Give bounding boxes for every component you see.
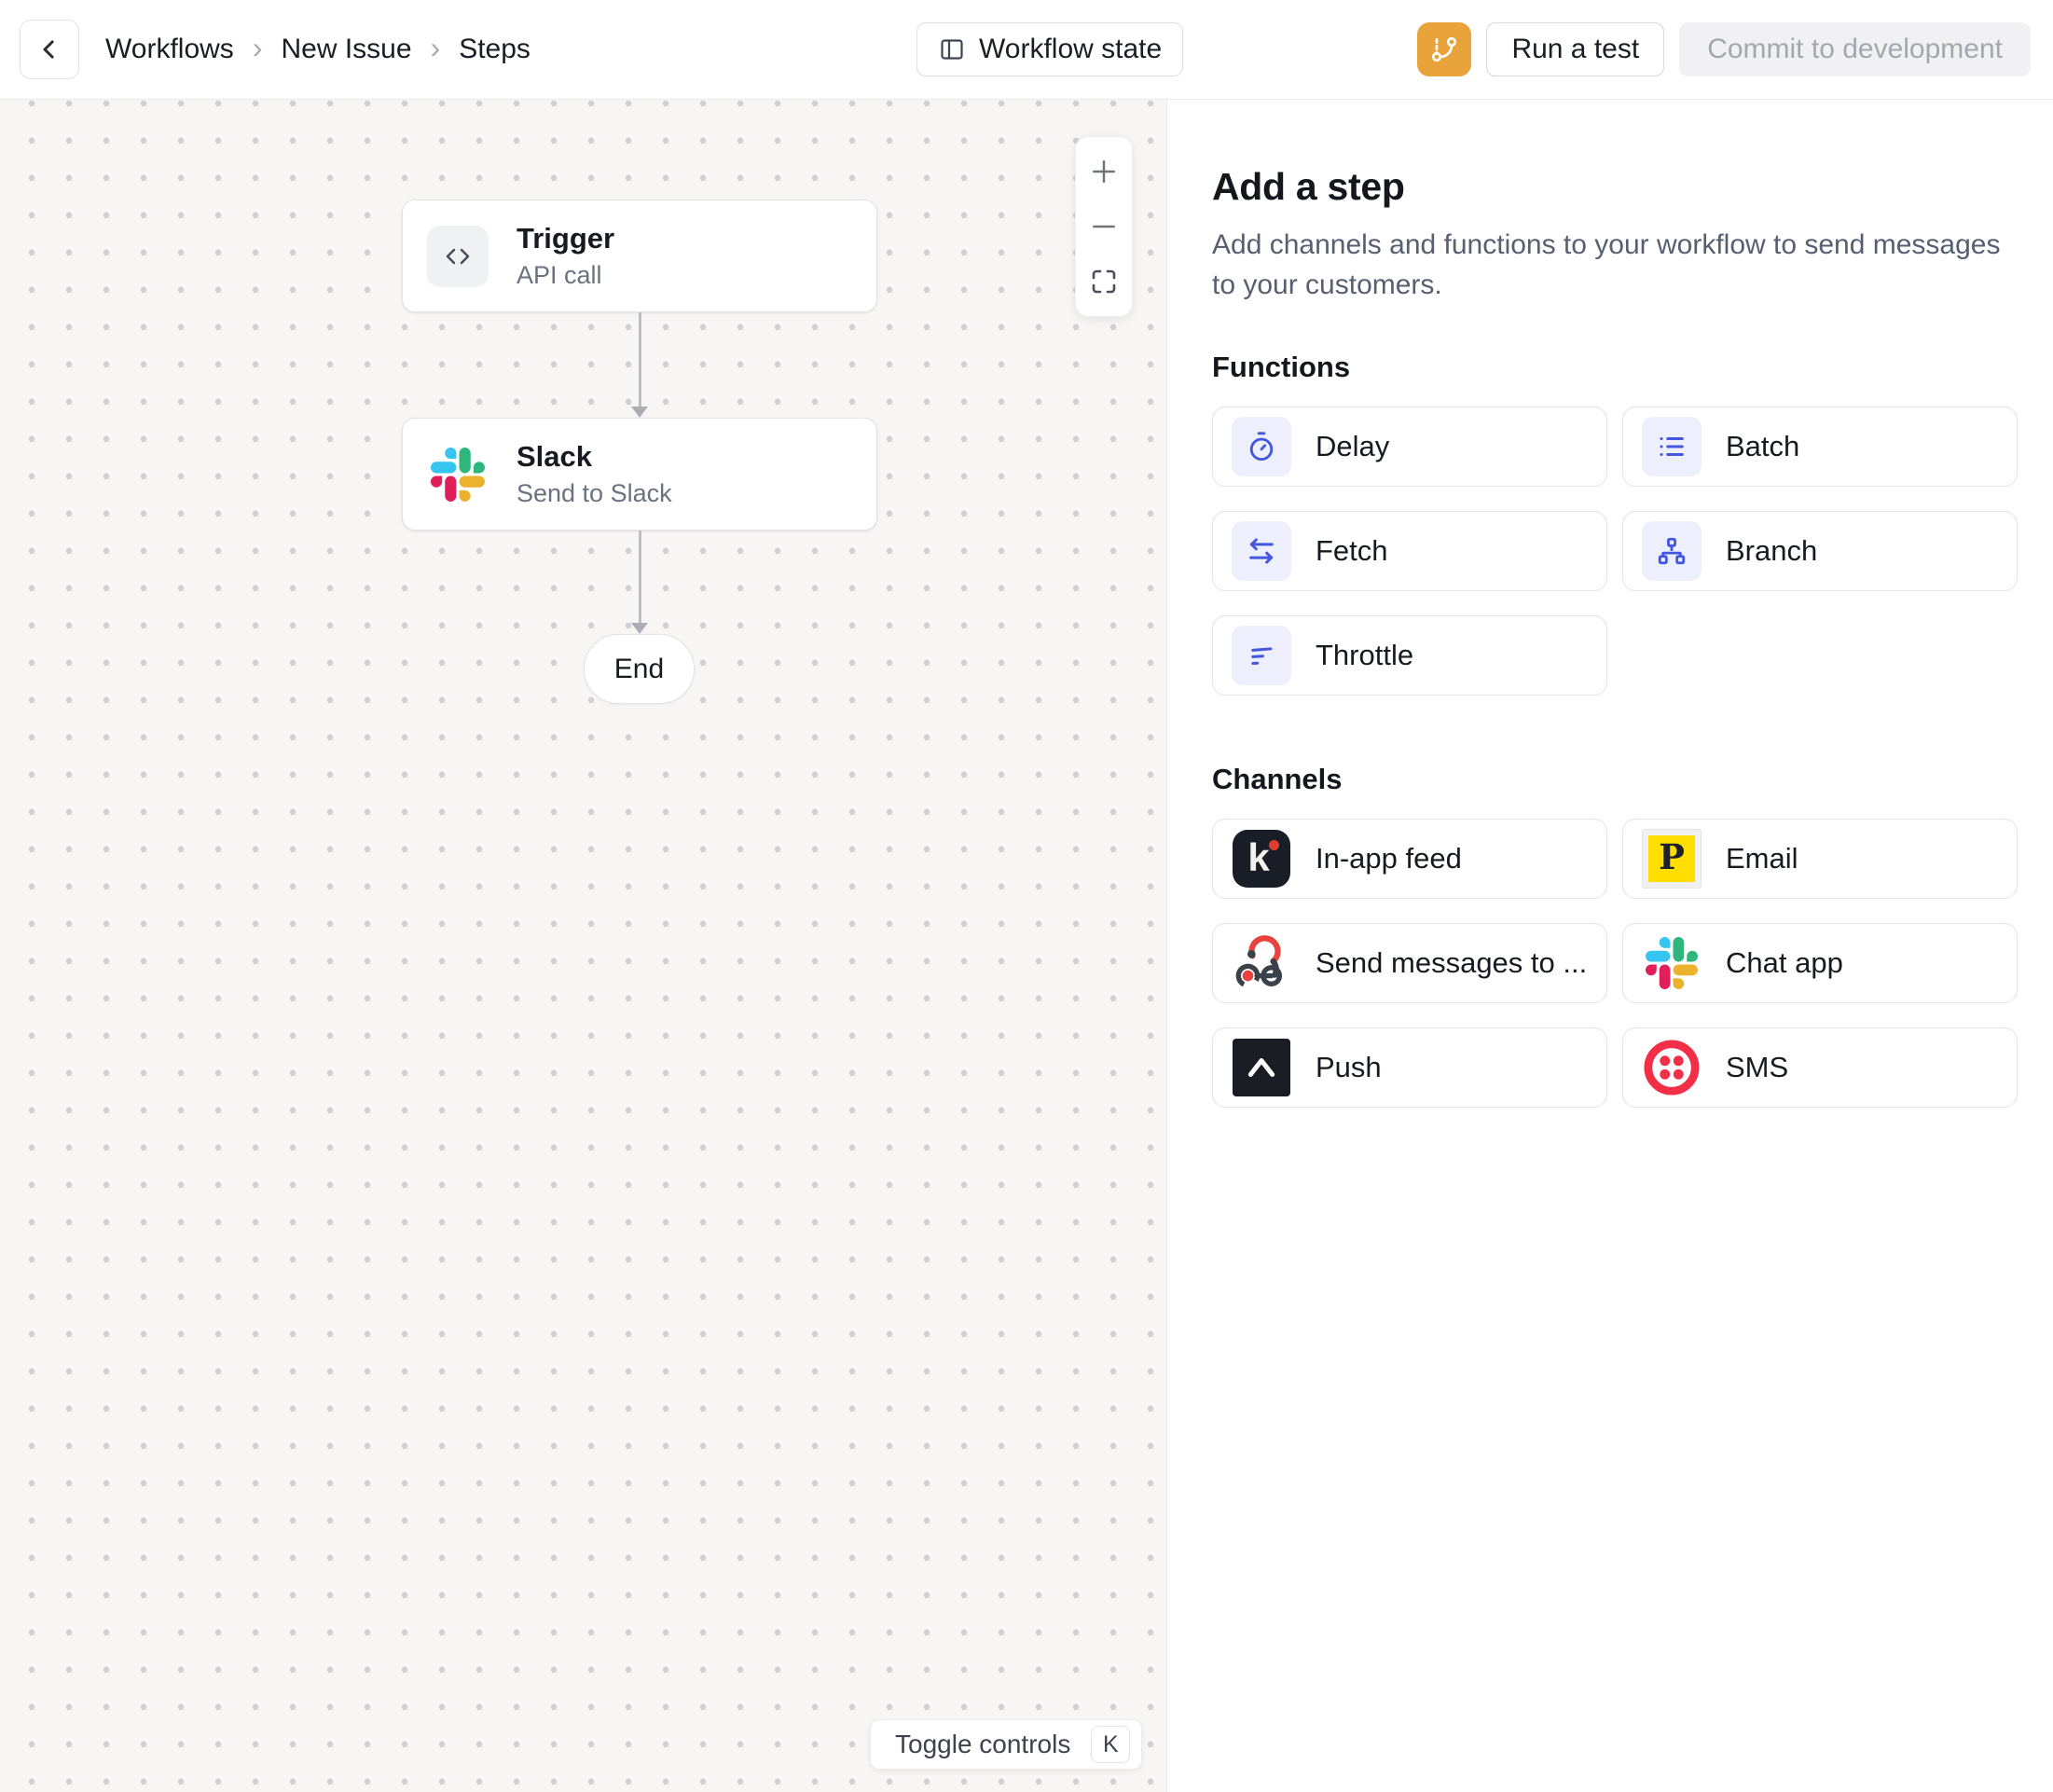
step-label: SMS bbox=[1726, 1050, 1789, 1083]
side-panel-icon bbox=[938, 35, 966, 63]
zoom-out-button[interactable] bbox=[1078, 202, 1130, 251]
trigger-node-text: Trigger API call bbox=[517, 222, 614, 290]
step-label: Push bbox=[1316, 1050, 1382, 1083]
top-bar: Workflows › New Issue › Steps Workflow s… bbox=[0, 0, 2053, 100]
step-label: Branch bbox=[1726, 533, 1818, 567]
git-branch-icon bbox=[1429, 34, 1459, 64]
slack-node-subtitle: Send to Slack bbox=[517, 479, 672, 507]
commit-to-development-button[interactable]: Commit to development bbox=[1679, 22, 2031, 76]
arrows-swap-icon bbox=[1232, 520, 1291, 581]
knock-logo: k bbox=[1232, 829, 1291, 889]
step-label: Email bbox=[1726, 841, 1798, 875]
keyboard-shortcut-badge: K bbox=[1091, 1726, 1131, 1763]
commit-diff-button[interactable] bbox=[1417, 22, 1472, 76]
workflow-canvas[interactable]: Trigger API call Slack Send to Slack End bbox=[0, 100, 1166, 1792]
code-icon bbox=[427, 225, 489, 287]
edge-slack-end bbox=[639, 531, 641, 623]
timer-icon bbox=[1232, 416, 1291, 476]
breadcrumb-steps: Steps bbox=[459, 34, 530, 64]
header-actions: Run a test Commit to development bbox=[1417, 22, 2031, 76]
step-button-chat-app[interactable]: Chat app bbox=[1622, 922, 2018, 1003]
back-button[interactable] bbox=[20, 20, 79, 79]
end-node-label: End bbox=[613, 653, 665, 684]
expo-logo bbox=[1232, 1038, 1291, 1097]
add-step-panel: Add a step Add channels and functions to… bbox=[1166, 100, 2053, 1792]
breadcrumb: Workflows › New Issue › Steps bbox=[105, 30, 530, 67]
slack-node-title: Slack bbox=[517, 440, 593, 473]
step-button-batch[interactable]: Batch bbox=[1622, 406, 2018, 487]
run-a-test-button[interactable]: Run a test bbox=[1486, 22, 1665, 76]
slack-node-text: Slack Send to Slack bbox=[517, 440, 672, 508]
tree-icon bbox=[1642, 520, 1702, 581]
end-node: End bbox=[584, 634, 695, 704]
step-label: Send messages to ... bbox=[1316, 945, 1588, 979]
step-button-push[interactable]: Push bbox=[1212, 1027, 1607, 1108]
toggle-controls-label: Toggle controls bbox=[895, 1730, 1071, 1758]
trigger-node-subtitle: API call bbox=[517, 261, 602, 289]
slack-icon bbox=[1642, 933, 1702, 993]
step-button-email[interactable]: P Email bbox=[1622, 818, 2018, 899]
list-icon bbox=[1642, 416, 1702, 476]
breadcrumb-separator: › bbox=[430, 30, 441, 64]
throttle-lines-icon bbox=[1232, 625, 1291, 685]
step-button-in-app-feed[interactable]: k In-app feed bbox=[1212, 818, 1607, 899]
slack-step-node[interactable]: Slack Send to Slack bbox=[402, 418, 877, 531]
breadcrumb-new-issue[interactable]: New Issue bbox=[281, 34, 412, 64]
step-label: Throttle bbox=[1316, 638, 1414, 671]
workflow-state-label: Workflow state bbox=[979, 34, 1163, 64]
zoom-in-button[interactable] bbox=[1078, 147, 1130, 196]
step-button-throttle[interactable]: Throttle bbox=[1212, 614, 1607, 696]
channels-heading: Channels bbox=[1212, 762, 1343, 795]
trigger-step-node[interactable]: Trigger API call bbox=[402, 200, 877, 312]
canvas-zoom-controls bbox=[1075, 136, 1133, 317]
functions-heading: Functions bbox=[1212, 350, 1351, 383]
slack-icon bbox=[427, 444, 489, 505]
panel-title: Add a step bbox=[1212, 165, 1405, 208]
trigger-node-title: Trigger bbox=[517, 222, 615, 255]
step-button-delay[interactable]: Delay bbox=[1212, 406, 1607, 487]
zoom-in-icon bbox=[1089, 157, 1119, 186]
workflow-state-button[interactable]: Workflow state bbox=[916, 22, 1184, 76]
step-button-sms[interactable]: SMS bbox=[1622, 1027, 2018, 1108]
arrowhead-icon bbox=[631, 623, 648, 634]
fit-view-button[interactable] bbox=[1078, 257, 1130, 306]
step-label: Fetch bbox=[1316, 533, 1388, 567]
functions-grid: Delay Batch Fetch Branch Throttle bbox=[1212, 406, 2018, 696]
toggle-controls-button[interactable]: Toggle controls K bbox=[870, 1719, 1143, 1770]
step-label: Batch bbox=[1726, 429, 1800, 462]
panel-description: Add channels and functions to your workf… bbox=[1212, 229, 2001, 300]
postmark-logo: P bbox=[1642, 828, 1702, 889]
step-label: Chat app bbox=[1726, 945, 1843, 979]
twilio-logo bbox=[1642, 1038, 1702, 1097]
step-label: Delay bbox=[1316, 429, 1390, 462]
breadcrumb-separator: › bbox=[252, 30, 263, 64]
zoom-out-icon bbox=[1089, 212, 1119, 241]
fit-view-icon bbox=[1090, 268, 1118, 296]
webhook-icon bbox=[1232, 933, 1291, 993]
step-button-branch[interactable]: Branch bbox=[1622, 510, 2018, 591]
channels-grid: k In-app feed P Email bbox=[1212, 818, 2018, 1108]
step-label: In-app feed bbox=[1316, 841, 1462, 875]
step-button-webhook[interactable]: Send messages to ... bbox=[1212, 922, 1607, 1003]
step-button-fetch[interactable]: Fetch bbox=[1212, 510, 1607, 591]
chevron-left-icon bbox=[35, 35, 63, 63]
breadcrumb-workflows[interactable]: Workflows bbox=[105, 34, 234, 64]
arrowhead-icon bbox=[631, 407, 648, 418]
edge-trigger-slack bbox=[639, 312, 641, 407]
